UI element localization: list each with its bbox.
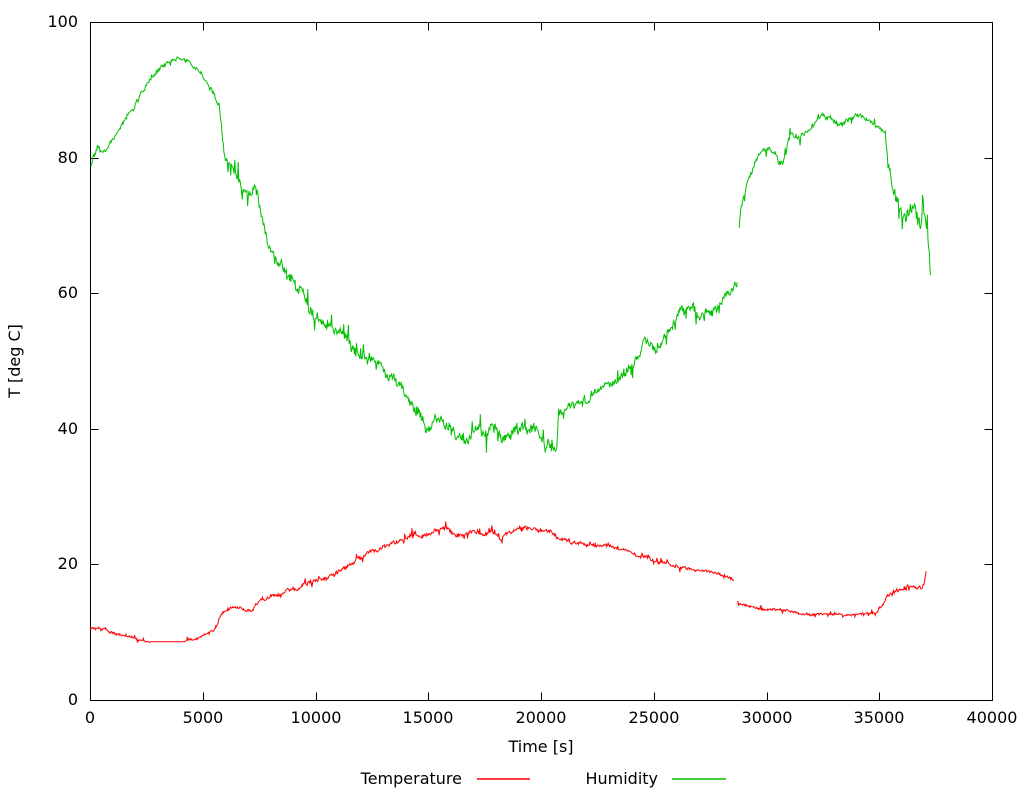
y-tick-label: 100	[47, 12, 78, 31]
data-curves	[89, 56, 931, 643]
y-tick-label: 0	[68, 690, 78, 709]
y-tick-label: 40	[58, 419, 78, 438]
x-tick-label: 15000	[403, 708, 454, 727]
y-tick-label: 60	[58, 283, 78, 302]
y-tick-label: 20	[58, 554, 78, 573]
x-tick-label: 0	[85, 708, 95, 727]
x-tick-label: 40000	[967, 708, 1018, 727]
x-tick-label: 25000	[629, 708, 680, 727]
x-tick-label: 10000	[291, 708, 342, 727]
legend: Temperature Humidity	[360, 769, 726, 788]
axis-tick-labels: 0 5000 10000 15000 20000 25000 30000 35000 40000…	[47, 12, 1017, 727]
series-humidity	[90, 56, 931, 453]
y-tick-label: 80	[58, 148, 78, 167]
x-tick-label: 35000	[854, 708, 905, 727]
legend-label-humidity: Humidity	[585, 769, 658, 788]
legend-label-temperature: Temperature	[360, 769, 462, 788]
x-tick-label: 5000	[183, 708, 224, 727]
x-tick-label: 30000	[742, 708, 793, 727]
y-axis-title: T [deg C]	[5, 324, 24, 399]
series-temperature	[89, 521, 927, 643]
x-axis-title: Time [s]	[507, 737, 573, 756]
x-tick-label: 20000	[516, 708, 567, 727]
plot-axes	[90, 22, 993, 701]
